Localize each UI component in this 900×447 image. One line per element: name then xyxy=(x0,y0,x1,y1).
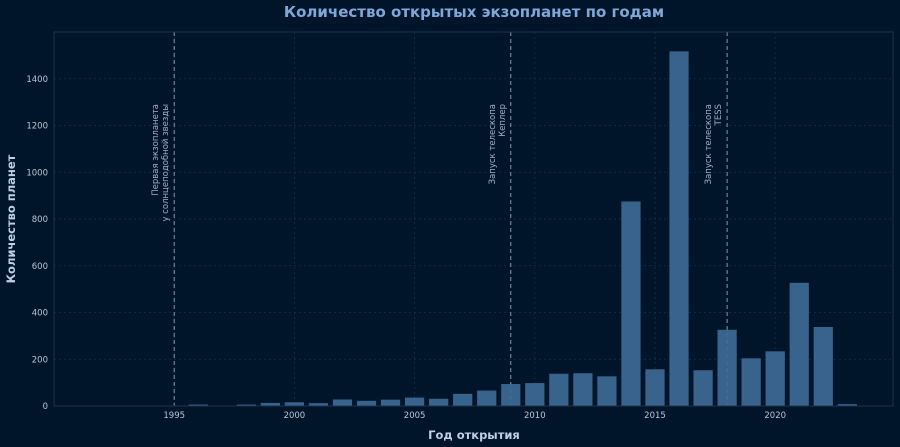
bar-2016 xyxy=(669,51,689,407)
bar-2020 xyxy=(765,351,785,406)
y-tick-label: 200 xyxy=(32,355,48,365)
bar-2021 xyxy=(789,282,809,406)
y-tick-label: 0 xyxy=(43,402,48,412)
bar-2005 xyxy=(404,397,425,406)
bar-2013 xyxy=(597,376,617,406)
bar-2000 xyxy=(284,402,305,406)
bar-2008 xyxy=(477,390,497,406)
bar-2023 xyxy=(837,404,857,406)
bar-2022 xyxy=(813,326,833,406)
bar-2007 xyxy=(453,393,473,406)
y-tick-label: 400 xyxy=(32,309,48,319)
bar-2017 xyxy=(693,370,713,406)
bar-2004 xyxy=(380,399,401,406)
bar-2019 xyxy=(741,358,761,406)
x-tick-label: 2005 xyxy=(404,411,426,421)
bar-2012 xyxy=(573,373,593,406)
bar-2014 xyxy=(621,201,641,406)
bar-2006 xyxy=(429,398,449,406)
y-tick-label: 1400 xyxy=(26,75,48,85)
bar-1998 xyxy=(236,404,256,406)
grid xyxy=(54,32,893,407)
y-tick-label: 1000 xyxy=(26,168,48,178)
annotations: Первая экзопланета у солнцеподобной звезд… xyxy=(151,104,724,222)
x-axis-label: Год открытия xyxy=(428,428,520,442)
bar-2002 xyxy=(332,399,353,406)
chart-title: Количество открытых экзопланет по годам xyxy=(284,3,664,21)
milestone-annotation: Кеплер xyxy=(498,104,508,137)
milestone-annotation: Запуск телескопа xyxy=(704,104,714,184)
x-tick-label: 2010 xyxy=(524,411,546,421)
plot-frame xyxy=(53,31,894,407)
milestone-annotation: Первая экзопланета xyxy=(151,104,161,196)
x-tick-label: 2000 xyxy=(284,411,306,421)
milestone-annotation: у солнцеподобной звезды xyxy=(161,104,171,222)
y-axis-label: Количество планет xyxy=(4,154,18,283)
bars xyxy=(92,51,857,407)
milestone-annotation: TESS xyxy=(714,104,724,126)
x-ticks: 1995 2000 2005 2010 2015 2020 xyxy=(163,411,786,421)
bar-2018 xyxy=(717,329,737,406)
bar-2015 xyxy=(645,369,665,406)
bar-2003 xyxy=(356,400,377,406)
milestone-annotation: Запуск телескопа xyxy=(488,104,498,184)
bar-2011 xyxy=(549,373,569,406)
bar-1996 xyxy=(188,404,208,406)
x-tick-label: 2020 xyxy=(764,411,786,421)
bar-2010 xyxy=(525,383,545,406)
bar-1999 xyxy=(260,402,280,406)
y-tick-label: 800 xyxy=(32,215,48,225)
x-tick-label: 2015 xyxy=(644,411,666,421)
bar-2001 xyxy=(308,403,329,406)
y-tick-label: 600 xyxy=(32,262,48,272)
x-tick-label: 1995 xyxy=(163,411,185,421)
y-tick-label: 1200 xyxy=(26,122,48,132)
bar-2009 xyxy=(501,384,521,406)
y-ticks: 0 200 400 600 800 1000 1200 1400 xyxy=(26,75,48,412)
